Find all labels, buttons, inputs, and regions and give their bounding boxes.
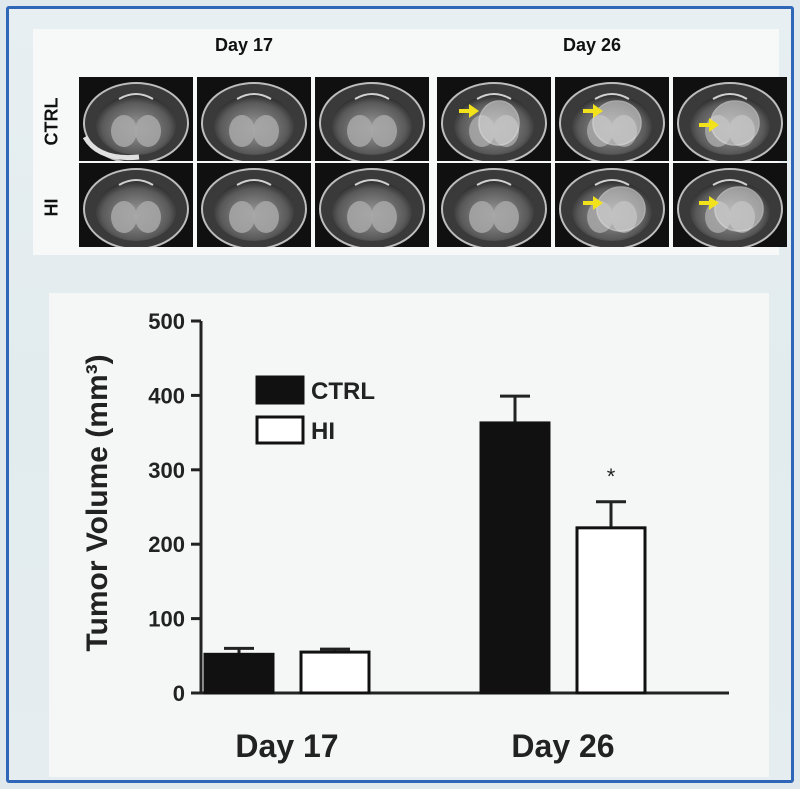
mri-scan-image	[673, 77, 787, 161]
figure-frame: Day 17 Day 26 CTRL HI Tumor Volume (mm³)…	[6, 6, 794, 783]
mri-scan-image	[437, 77, 551, 161]
yellow-arrow-icon	[583, 196, 603, 210]
bar-hi	[575, 526, 647, 695]
bar-chart: Tumor Volume (mm³) 0 100 200 300 400 500 Day 1…	[81, 309, 729, 764]
chart-panel: Tumor Volume (mm³) 0 100 200 300 400 500 Day 1…	[49, 293, 769, 777]
legend-label-ctrl: CTRL	[311, 378, 375, 405]
mri-scan-image	[315, 77, 429, 161]
mri-scan-image	[555, 163, 669, 247]
mri-scan-image	[79, 163, 193, 247]
mri-column-day17: Day 17	[215, 35, 274, 55]
legend-swatch-ctrl	[255, 375, 305, 405]
yellow-arrow-icon	[699, 118, 719, 132]
y-tick-label: 500	[148, 309, 185, 334]
x-tick-label: Day 26	[511, 728, 614, 764]
legend-label-hi: HI	[311, 418, 335, 445]
y-tick-label: 400	[148, 383, 185, 408]
mri-row-hi: HI	[41, 198, 62, 217]
significance-asterisk: *	[607, 464, 616, 489]
mri-scan-image	[197, 163, 311, 247]
mri-scan-image	[315, 163, 429, 247]
mri-scan-image	[437, 163, 551, 247]
y-tick-label: 100	[148, 607, 185, 632]
yellow-arrow-icon	[699, 196, 719, 210]
mri-scan-image	[555, 77, 669, 161]
y-axis-label: Tumor Volume (mm³)	[81, 354, 114, 651]
mri-column-day26: Day 26	[563, 35, 622, 55]
mri-scan-image	[197, 77, 311, 161]
bar-ctrl	[479, 421, 551, 695]
bar-hi	[299, 650, 371, 695]
y-tick-label: 0	[173, 681, 185, 706]
yellow-arrow-icon	[459, 104, 479, 118]
mri-scan-image	[673, 163, 787, 247]
y-tick-label: 200	[148, 532, 185, 557]
mri-row-ctrl: CTRL	[41, 97, 62, 146]
mri-panel: Day 17 Day 26 CTRL HI	[33, 29, 787, 255]
x-tick-label: Day 17	[235, 728, 338, 764]
yellow-arrow-icon	[583, 104, 603, 118]
bar-ctrl	[203, 652, 275, 695]
y-tick-label: 300	[148, 458, 185, 483]
legend-swatch-hi	[255, 415, 305, 445]
mri-scan-image	[79, 77, 193, 161]
